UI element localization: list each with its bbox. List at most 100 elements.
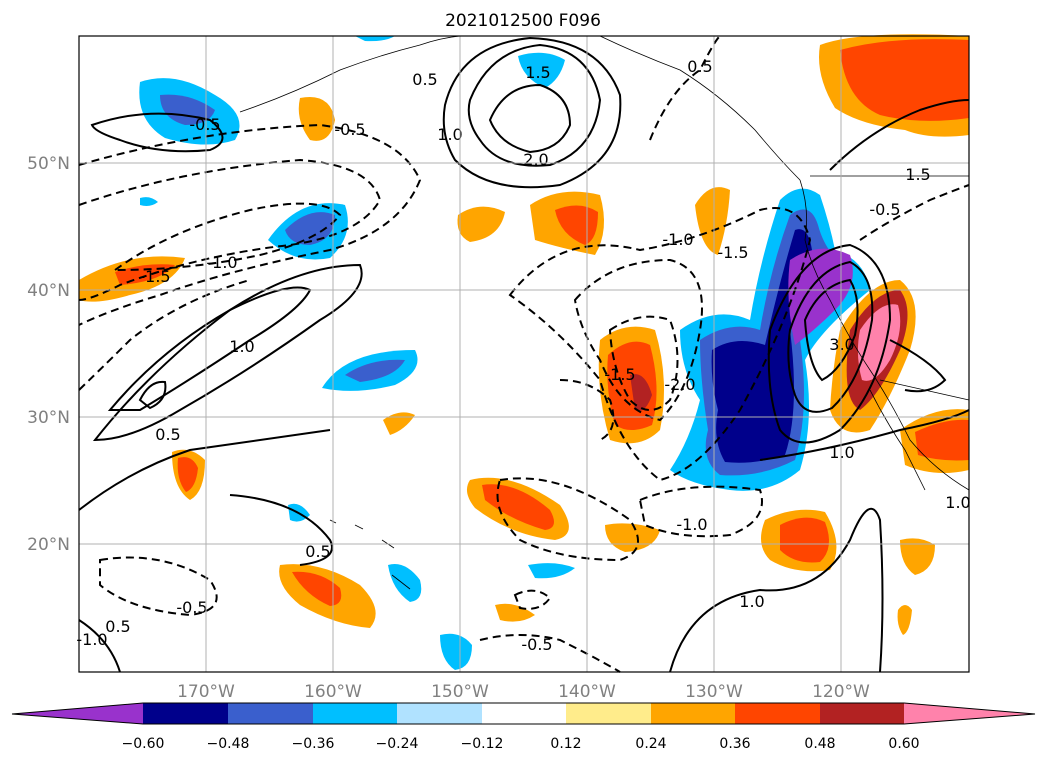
colorbar-swatch [313,703,397,724]
shade-island-orange [383,412,415,435]
contour-neg-f [573,258,703,422]
colorbar-swatch [397,703,482,724]
colorbar-tick: −0.48 [207,736,250,752]
shade-mexico-red [915,419,969,461]
contour-label: -1.0 [76,630,107,649]
colorbar-tick: −0.36 [292,736,335,752]
contour-label: -2.0 [664,375,695,394]
contour-neg-o [859,184,970,241]
contour-label: -1.5 [604,365,635,384]
contour-neg-b [78,158,382,301]
contour-neg-l [649,35,721,141]
shade-alaska-red [840,39,969,121]
negative-contours [78,35,970,673]
lat-label: 30°N [27,408,70,428]
contour-label: -1.0 [206,253,237,272]
lon-label: 160°W [304,682,362,702]
colorbar-tick: −0.24 [376,736,419,752]
contour-neg-d [78,279,251,391]
map-title: 2021012500 F096 [445,11,601,31]
colorbar-swatch [735,703,820,724]
contour-label: 1.0 [229,337,254,356]
contour-pos-n [829,99,970,171]
contour-label: -0.5 [334,120,365,139]
latitude-labels: 50°N 40°N 30°N 20°N [27,154,70,555]
colorbar-tick: −0.12 [461,736,504,752]
contour-label: 0.5 [105,617,130,636]
shade-small-blue-1 [388,564,422,602]
shade-small-blue-5 [140,197,158,206]
shade-bc-orange [695,187,730,255]
contour-label: 1.0 [945,493,970,512]
contour-pos-k [787,260,874,413]
contour-pos-b [467,43,602,167]
map-frame [78,35,970,673]
contour-neg-m [559,379,615,441]
contour-label: -0.5 [869,200,900,219]
lat-label: 20°N [27,535,70,555]
contour-label: -0.5 [521,635,552,654]
shade-central-blue-core [285,212,335,245]
shade-small-orange-3 [900,538,935,575]
contour-neg-n [479,634,621,673]
colorbar-tick: 0.24 [635,736,666,752]
shade-pac-darkred [630,374,652,411]
contour-pos-i [229,494,333,566]
contour-label-layer: -0.5 -0.5 -1.5 -1.0 1.0 0.5 1.0 1.5 2.0 … [76,57,970,654]
map-panel: -0.5 -0.5 -1.5 -1.0 1.0 0.5 1.0 1.5 2.0 … [76,34,971,673]
lon-label: 170°W [177,682,235,702]
colorbar-tick: 0.36 [719,736,750,752]
contour-pos-l [803,278,859,382]
colorbar-outline [11,702,1036,725]
contour-pos-q [889,339,947,393]
shade-small-orange-2 [605,523,660,552]
contour-pos-h [78,429,331,511]
colorbar-extend-min [12,703,143,724]
positive-contours [78,36,970,673]
contour-label: -1.0 [676,515,707,534]
contour-label: 0.5 [687,57,712,76]
graticule [79,36,969,672]
shade-south-red [292,571,342,606]
shade-small-orange-4 [495,603,535,622]
contour-label: 0.5 [305,542,330,561]
shade-midpac-blue-core [345,359,405,382]
shade-north-blue [518,52,565,88]
shade-n-blue-2 [355,36,395,42]
colorbar-swatch [820,703,904,724]
shade-small-blue-3 [528,563,575,579]
shade-small-orange-5 [897,605,912,635]
coastline-alaska [599,35,801,181]
colorbar: −0.60 −0.48 −0.36 −0.24 −0.12 0.12 0.24 … [11,702,1036,752]
contour-label: 0.5 [155,425,180,444]
contour-neg-g [608,315,679,411]
lon-label: 150°W [431,682,489,702]
lon-label: 120°W [812,682,870,702]
contour-pos-d [488,83,572,154]
colorbar-swatch [482,703,566,724]
contour-label: 0.5 [412,70,437,89]
coastline-aleutians [239,35,461,113]
shade-west-coast-navy [711,229,812,463]
colorbar-swatch [228,703,313,724]
contour-label: -1.0 [662,230,693,249]
coastline-baja [869,389,926,491]
contour-pos-j [767,243,892,444]
colorbar-swatch [143,703,228,724]
colorbar-swatch [566,703,651,724]
colorbar-tick: 0.60 [888,736,919,752]
contour-label: 1.5 [905,165,930,184]
lon-label: 140°W [558,682,616,702]
contour-pos-a [90,112,224,153]
colorbar-tick: 0.12 [550,736,581,752]
contour-label: 1.5 [525,63,550,82]
contour-label: 1.0 [437,125,462,144]
contour-neg-j [99,556,218,617]
shade-small-orange [457,206,505,242]
colorbar-extend-max [904,703,1035,724]
contour-label: 3.0 [829,335,854,354]
contour-label: 2.0 [523,150,548,169]
contour-label: -0.5 [189,115,220,134]
colorbar-tick: 0.48 [804,736,835,752]
longitude-labels: 170°W 160°W 150°W 140°W 130°W 120°W [177,682,870,702]
